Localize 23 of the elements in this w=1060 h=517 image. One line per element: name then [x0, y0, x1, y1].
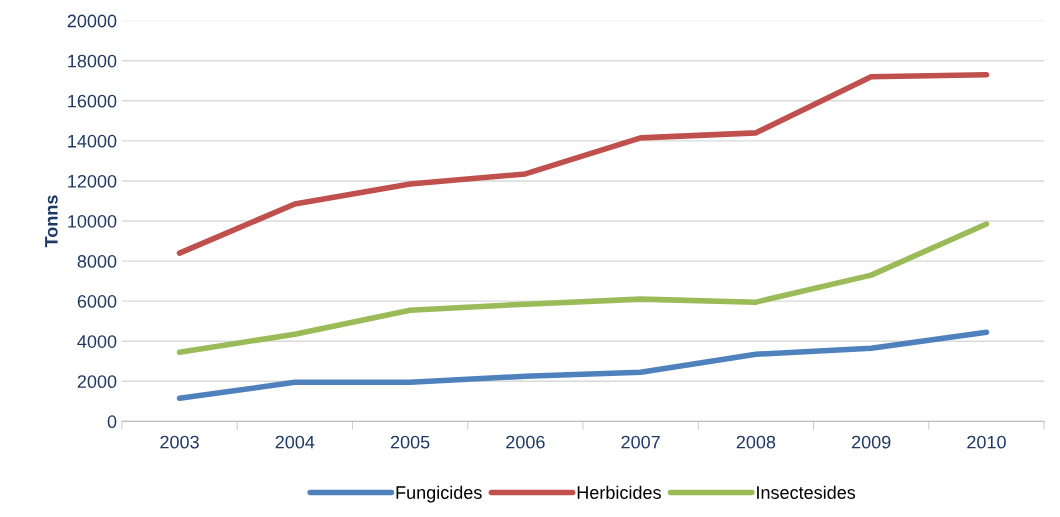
x-tick-label: 2006 [506, 435, 545, 449]
y-tick-label: 10000 [68, 214, 117, 228]
y-tick-label: 6000 [77, 295, 117, 308]
y-tick-label: 4000 [77, 335, 117, 348]
legend-label: Insectesides [757, 485, 856, 499]
y-tick-label: 16000 [68, 94, 117, 108]
y-tick-label: 2000 [77, 375, 117, 389]
y-axis-title: Tonns [45, 195, 58, 248]
x-tick-label: 2010 [967, 435, 1006, 449]
x-tick-label: 2009 [852, 435, 891, 449]
y-tick-label: 18000 [68, 54, 117, 68]
x-tick-label: 2004 [275, 435, 315, 449]
x-tick-label: 2007 [621, 435, 660, 449]
x-tick-label: 2003 [160, 435, 199, 449]
y-tick-label: 12000 [68, 174, 117, 188]
x-tick-label: 2008 [736, 435, 776, 449]
y-tick-label: 14000 [68, 134, 117, 148]
y-tick-label: 20000 [67, 14, 117, 28]
legend-label: Herbicides [577, 485, 661, 499]
y-tick-label: 8000 [77, 255, 117, 268]
y-tick-label: 0 [107, 415, 117, 429]
legend-label: Fungicides [396, 485, 482, 503]
x-tick-label: 2005 [390, 435, 430, 449]
